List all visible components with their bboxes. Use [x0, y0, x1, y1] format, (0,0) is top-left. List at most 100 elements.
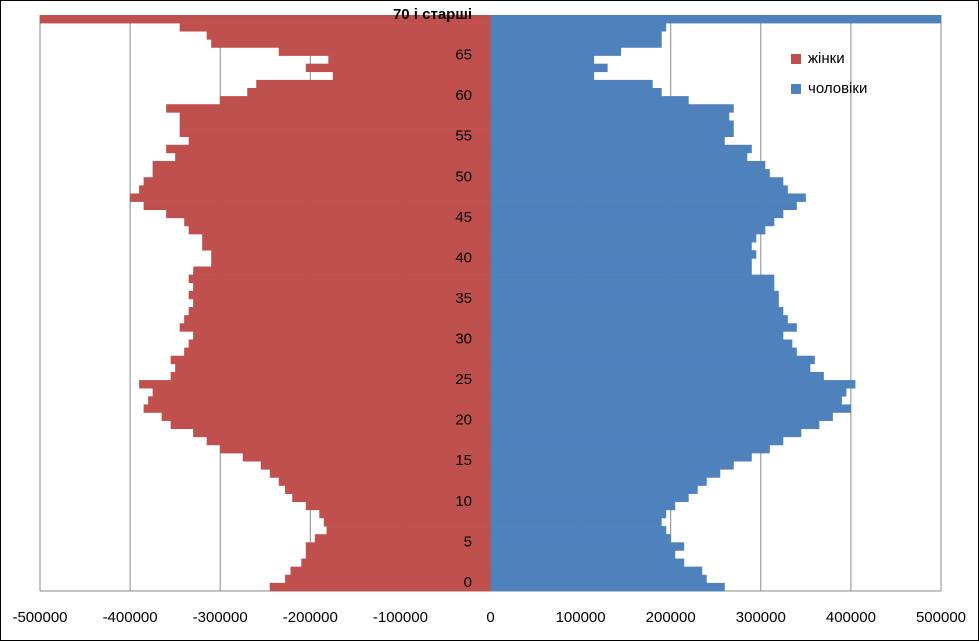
legend-swatch — [791, 54, 801, 64]
bar — [490, 298, 779, 308]
bar — [188, 274, 491, 284]
bar — [490, 120, 734, 129]
bar — [490, 201, 797, 211]
bar — [490, 63, 608, 73]
bar — [285, 574, 491, 584]
bar — [242, 453, 491, 462]
bar — [490, 88, 662, 97]
legend-label: чоловіки — [808, 80, 867, 97]
bar — [490, 542, 685, 551]
bar — [490, 517, 662, 527]
bar — [490, 550, 676, 559]
bar — [179, 23, 491, 32]
bar — [130, 193, 491, 202]
bar — [193, 266, 491, 275]
bar — [188, 136, 491, 146]
x-tick-label: 300000 — [736, 609, 786, 626]
x-tick-label: 400000 — [826, 609, 876, 626]
bar — [211, 39, 491, 48]
bar — [490, 152, 748, 162]
bar — [193, 331, 491, 340]
bar — [179, 128, 491, 137]
bar — [490, 323, 797, 332]
bar — [292, 493, 491, 503]
bar — [148, 396, 491, 405]
bar — [152, 169, 491, 178]
bar — [490, 104, 734, 113]
bar — [323, 517, 491, 527]
bar — [490, 396, 842, 405]
bar — [490, 209, 784, 219]
bar — [490, 39, 662, 48]
x-tick-label: -200000 — [283, 609, 338, 626]
bar — [490, 185, 788, 194]
bar — [170, 355, 491, 365]
bar — [152, 388, 491, 397]
bar — [490, 566, 703, 576]
bar — [490, 412, 833, 421]
bar — [175, 363, 491, 373]
bar — [206, 436, 491, 446]
bar — [490, 493, 689, 503]
bar — [490, 331, 784, 340]
bar — [305, 63, 491, 73]
y-tick-label: 30 — [455, 331, 472, 348]
y-tick-label: 0 — [464, 574, 472, 591]
bar — [143, 177, 491, 186]
bar — [170, 420, 491, 430]
bar — [490, 47, 622, 56]
y-tick-label: 25 — [455, 371, 472, 388]
bar — [490, 355, 815, 365]
bar — [490, 436, 784, 446]
y-tick-label: 65 — [455, 47, 472, 64]
bar — [193, 298, 491, 308]
bar — [143, 201, 491, 211]
bar — [490, 234, 757, 243]
bar — [184, 217, 491, 227]
bar — [490, 144, 752, 154]
bar — [184, 347, 491, 357]
y-tick-label: 70 і старші — [393, 6, 472, 23]
legend-swatch — [791, 84, 801, 94]
y-tick-label: 55 — [455, 128, 472, 145]
y-tick-label: 45 — [455, 209, 472, 226]
bar — [490, 112, 730, 121]
y-tick-label: 5 — [464, 533, 472, 550]
bar — [490, 282, 775, 292]
bar — [490, 55, 595, 64]
bar — [247, 88, 491, 97]
bar — [490, 258, 752, 267]
bar — [490, 453, 752, 462]
x-tick-label: 500000 — [916, 609, 966, 626]
y-tick-label: 20 — [455, 412, 472, 429]
bar — [188, 307, 491, 316]
bar — [139, 380, 491, 389]
bar — [319, 509, 491, 519]
bar — [301, 558, 491, 567]
bar — [490, 128, 734, 137]
bar — [490, 96, 689, 105]
bar — [220, 96, 491, 105]
legend-label: жінки — [808, 50, 845, 67]
bar — [326, 526, 491, 535]
bar — [166, 144, 491, 154]
bar — [490, 266, 752, 275]
bar — [305, 501, 491, 511]
bar — [490, 477, 707, 486]
bar — [490, 469, 721, 478]
bar — [490, 461, 734, 470]
bar — [143, 404, 491, 413]
bar — [490, 501, 676, 511]
bar — [490, 71, 595, 81]
bar — [40, 15, 491, 24]
bar — [179, 323, 491, 332]
bar — [490, 225, 766, 235]
bar — [202, 234, 491, 243]
bar — [184, 315, 491, 324]
bar — [490, 347, 797, 357]
x-tick-label: -500000 — [12, 609, 67, 626]
bar — [170, 371, 491, 381]
bar — [490, 582, 725, 592]
bar — [490, 307, 784, 316]
bar — [166, 104, 491, 113]
